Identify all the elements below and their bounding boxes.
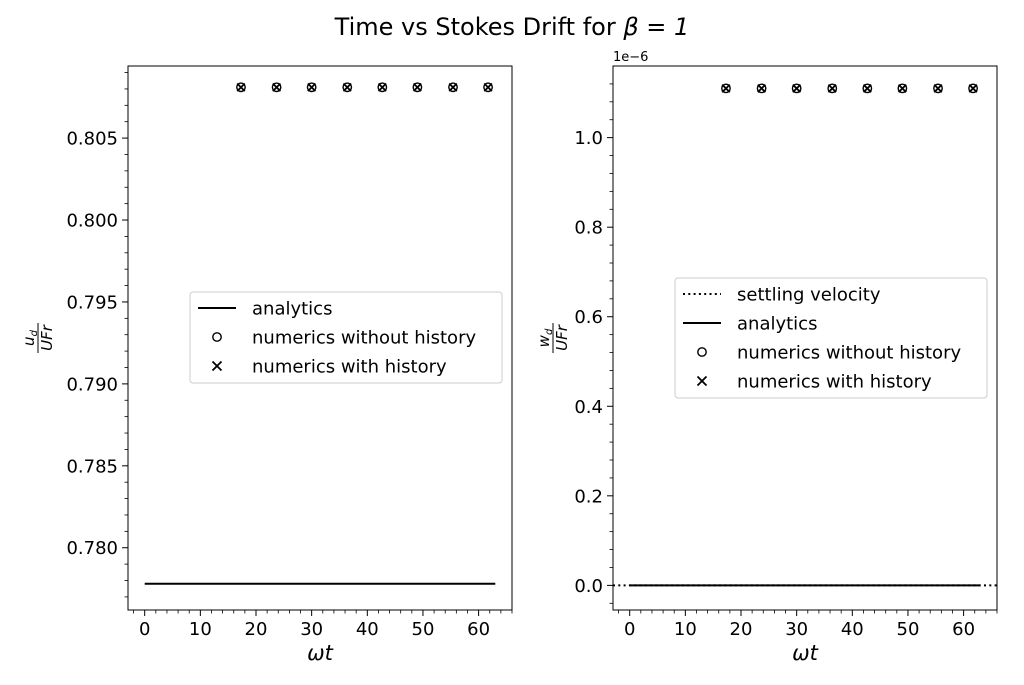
legend-numerics-with-history-label: numerics with history [252,357,447,378]
y-tick-label: 0.0 [574,576,603,597]
y-axis-label-numerator: ud [20,329,40,346]
series-numerics-without-history-point [342,82,353,93]
x-tick-label: 0 [624,619,635,640]
series-numerics-with-history-point [236,82,246,92]
legend-numerics-with-history-swatch [211,360,223,372]
right-panel-axes: 0 10 20 30 40 50 60 0.0 0.2 0.4 0.6 0.8 1.0 1e−6 ωt wdU… [535,50,998,665]
x-tick-label: 20 [245,619,268,640]
y-tick-label: 0.6 [574,307,603,328]
x-tick-label: 40 [841,619,864,640]
legend-box [189,291,503,384]
y-tick-label: 1.0 [574,128,603,149]
legend-analytics-label: analytics [252,299,332,320]
series-numerics-with-history-point [377,82,387,92]
figure-title: Time vs Stokes Drift for β = 1 [334,13,690,41]
legend-settling-velocity-label: settling velocity [737,285,881,306]
plot-area [144,82,496,585]
plot-area [613,83,997,587]
x-tick-label: 60 [467,619,490,640]
y-axis-label-numerator: wd [535,328,555,347]
series-numerics-with-history-point [342,82,352,92]
series-numerics-with-history-point [272,82,282,92]
axes-frame [127,65,513,611]
series-numerics-without-history-point [756,83,767,94]
y-tick-label: 0.800 [66,211,118,232]
y-offset-text: 1e−6 [613,50,648,65]
x-tick-label: 40 [356,619,379,640]
series-numerics-with-history-point [792,83,802,93]
series-numerics-with-history-point [412,82,422,92]
y-tick-label: 0.4 [574,397,603,418]
legend-numerics-with-history-label: numerics with history [737,372,932,393]
series-numerics-with-history-point [483,82,493,92]
series-numerics-with-history-point [827,83,837,93]
series-numerics-without-history-point [448,82,458,93]
left-panel-axes: 0 10 20 30 40 50 60 0.780 0.785 0.790 0.795 0.800 0.… [20,65,513,665]
series-numerics-with-history-point [897,83,907,93]
series-numerics-with-history-point [968,83,978,93]
y-tick-label: 0.790 [66,374,118,395]
x-tick-label: 50 [412,619,435,640]
series-numerics-without-history-point [933,83,943,94]
series-numerics-without-history-point [377,82,388,93]
series-numerics-without-history-point [827,83,838,94]
legend-analytics-label: analytics [737,314,817,335]
y-axis-label-denominator: UFr [38,324,56,351]
legend: settling velocity analytics numerics witho… [674,277,988,399]
y-tick-label: 0.2 [574,486,603,507]
series-numerics-with-history-point [721,83,731,93]
series-numerics-without-history-point [791,83,802,94]
x-tick-label: 0 [139,619,150,640]
x-tick-label: 10 [189,619,212,640]
x-axis-label: ωt [792,641,819,665]
series-numerics-with-history-point [757,83,767,93]
x-axis-label: ωt [307,641,334,665]
y-tick-label: 0.805 [66,129,118,150]
series-numerics-without-history-point [306,82,317,93]
series-numerics-without-history-point [236,82,246,93]
y-axis-label-denominator: UFr [553,324,571,351]
x-tick-label: 20 [730,619,753,640]
series-numerics-without-history-point [897,83,908,94]
x-tick-label: 50 [897,619,920,640]
series-numerics-with-history-point [448,82,458,92]
x-tick-label: 10 [674,619,697,640]
series-numerics-without-history-point [862,83,873,94]
series-numerics-with-history-point [862,83,872,93]
y-tick-label: 0.8 [574,218,603,239]
series-numerics-without-history-point [968,83,978,94]
series-numerics-without-history-point [483,82,493,93]
axes-frame [612,65,998,611]
legend-box [674,277,988,399]
series-numerics-without-history-point [412,82,423,93]
series-numerics-without-history-point [271,82,282,93]
legend-numerics-with-history-swatch [696,375,708,387]
legend-numerics-without-history-swatch [212,332,222,342]
x-tick-label: 60 [952,619,975,640]
series-numerics-with-history-point [933,83,943,93]
x-tick-label: 30 [785,619,808,640]
x-tick-label: 30 [300,619,323,640]
y-tick-label: 0.785 [66,456,118,477]
legend: analytics numerics without history numeric… [189,291,503,384]
series-numerics-with-history-point [307,82,317,92]
legend-numerics-without-history-swatch [697,347,707,357]
y-tick-label: 0.780 [66,538,118,559]
legend-numerics-without-history-label: numerics without history [737,343,961,364]
legend-numerics-without-history-label: numerics without history [252,328,476,349]
y-tick-label: 0.795 [66,292,118,313]
series-numerics-without-history-point [721,83,731,94]
